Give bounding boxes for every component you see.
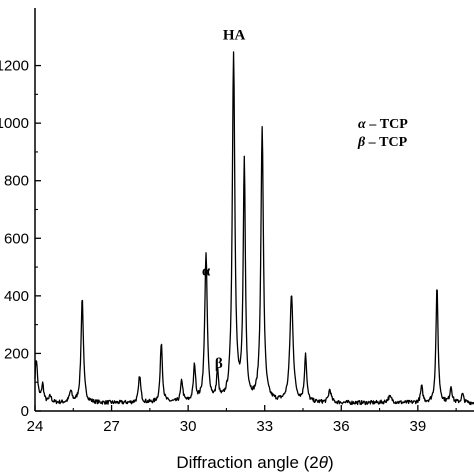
x-tick-label: 39 <box>410 418 427 435</box>
y-tick-label: 600 <box>4 230 29 247</box>
legend: α – TCP β – TCP <box>357 117 408 150</box>
x-tick-label: 27 <box>103 418 120 435</box>
x-tick-label: 33 <box>256 418 273 435</box>
legend-entry: α – TCP <box>358 117 408 132</box>
x-tick-label: 24 <box>27 418 44 435</box>
y-tick-label: 200 <box>4 345 29 362</box>
y-tick-label: 1000 <box>0 115 29 132</box>
peak-annotation: α <box>202 264 211 280</box>
peak-annotations: HA α β <box>202 28 246 372</box>
y-tick-label: 1200 <box>0 58 29 75</box>
y-axis: 0 200 400 600 800 1000 1200 <box>0 58 41 420</box>
series-line-xrd-pattern <box>34 51 474 406</box>
y-tick-label: 400 <box>4 288 29 305</box>
peak-annotation: HA <box>223 28 246 44</box>
x-axis-title: Diffraction angle (2θ) <box>176 453 333 472</box>
y-tick-label: 800 <box>4 173 29 190</box>
plot-frame <box>34 8 474 412</box>
x-tick-label: 36 <box>333 418 350 435</box>
y-tick-label: 0 <box>21 403 29 420</box>
peak-annotation: β <box>215 356 223 372</box>
x-axis: 24 27 30 33 36 39 <box>27 405 457 435</box>
legend-entry: β – TCP <box>357 135 408 150</box>
x-tick-label: 30 <box>180 418 197 435</box>
